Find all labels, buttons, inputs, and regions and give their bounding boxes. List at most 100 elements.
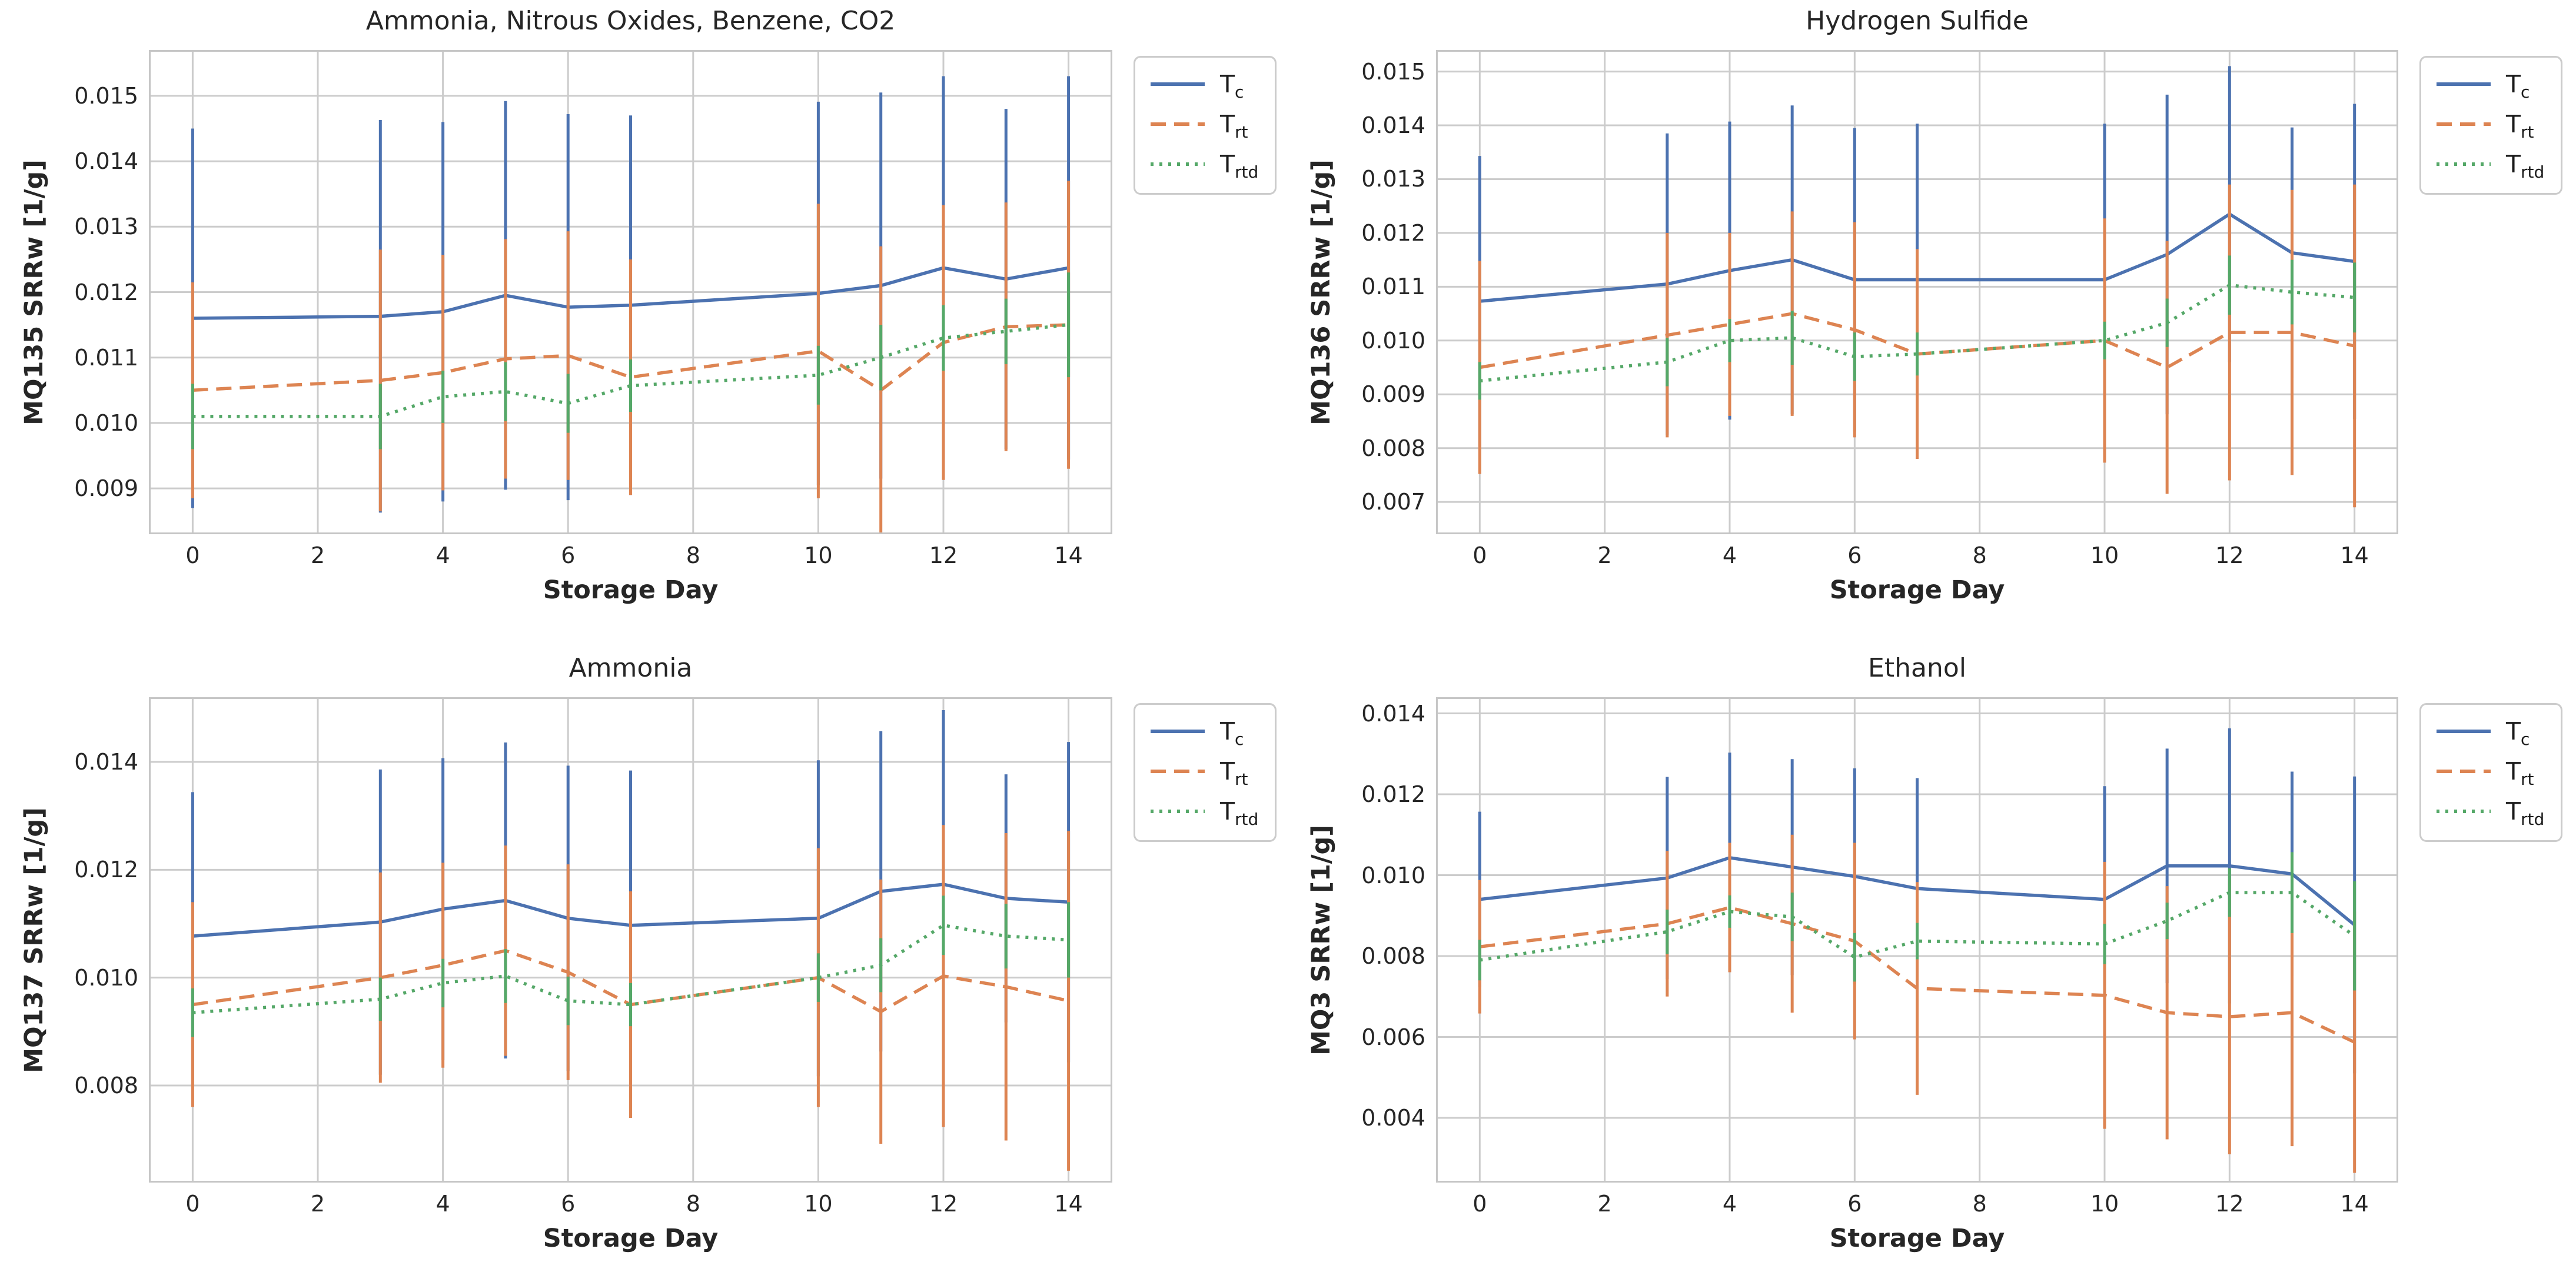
legend-item-T_rtd: Trtd <box>2435 798 2544 828</box>
x-tick-label: 10 <box>804 1191 833 1217</box>
y-tick-label: 0.015 <box>74 82 138 109</box>
x-axis-label: Storage Day <box>1829 1224 2005 1253</box>
legend: Tc Trt Trtd <box>1134 56 1277 195</box>
x-tick-label: 10 <box>2090 542 2119 568</box>
legend-label: Tc <box>1220 717 1244 750</box>
x-tick-label: 12 <box>2215 1191 2244 1217</box>
legend-label: Trt <box>1220 757 1248 790</box>
legend-item-T_c: Tc <box>2435 70 2544 102</box>
y-tick-label: 0.014 <box>1361 700 1425 727</box>
series-line-T_rt <box>1479 905 2355 1044</box>
x-tick-label: 0 <box>185 542 200 568</box>
y-tick-label: 0.014 <box>1361 112 1425 139</box>
plot-title: Ammonia <box>569 653 693 683</box>
y-tick-label: 0.009 <box>1361 381 1425 408</box>
legend-line-sample-dotted <box>1151 810 1205 813</box>
legend-label: Trt <box>1220 110 1248 142</box>
legend-line-sample-dashed <box>2437 770 2491 773</box>
y-tick-label: 0.012 <box>1361 781 1425 807</box>
x-tick-label: 8 <box>1972 542 1987 568</box>
x-axis-label: Storage Day <box>543 575 719 605</box>
x-tick-label: 4 <box>1722 1191 1737 1217</box>
y-tick-label: 0.012 <box>74 857 138 883</box>
x-tick-label: 0 <box>185 1191 200 1217</box>
axes-spines <box>149 50 1112 534</box>
x-tick-label: 8 <box>686 542 700 568</box>
subplot-mq136: Hydrogen Sulfide MQ136 SRRw [1/g] Storag… <box>1307 6 2563 605</box>
legend-line-sample-solid <box>2437 730 2491 733</box>
legend-label: Trtd <box>2506 150 2545 182</box>
y-tick-label: 0.014 <box>74 749 138 775</box>
y-tick-label: 0.006 <box>1361 1024 1425 1050</box>
y-tick-label: 0.008 <box>74 1073 138 1098</box>
y-tick-label: 0.007 <box>1361 489 1425 515</box>
x-tick-label: 6 <box>1847 542 1862 568</box>
axes-spines <box>1436 697 2398 1183</box>
y-tick-label: 0.013 <box>1361 166 1425 192</box>
y-tick-label: 0.011 <box>74 344 138 371</box>
y-tick-label: 0.008 <box>1361 435 1425 461</box>
plot-title: Hydrogen Sulfide <box>1806 6 2029 36</box>
subplot-mq3: Ethanol MQ3 SRRw [1/g] Storage Day Tc Trt… <box>1307 654 2563 1253</box>
legend-line-sample-solid <box>1151 82 1205 86</box>
legend-item-T_rt: Trt <box>1149 757 1258 790</box>
series-line-T_rtd <box>1480 283 2355 383</box>
y-tick-label: 0.010 <box>74 964 138 991</box>
y-tick-label: 0.013 <box>74 214 138 240</box>
x-tick-label: 6 <box>561 1191 576 1217</box>
plot-title: Ethanol <box>1868 653 1966 683</box>
legend-line-sample-solid <box>2437 82 2491 86</box>
x-tick-label: 6 <box>1847 1191 1862 1217</box>
axes-spines <box>1436 50 2398 534</box>
x-tick-label: 2 <box>1597 542 1612 568</box>
plot-area <box>149 50 1112 534</box>
legend-item-T_rtd: Trtd <box>2435 150 2545 182</box>
x-tick-label: 0 <box>1473 1191 1487 1217</box>
legend-label: Tc <box>1220 70 1244 102</box>
legend-line-sample-dashed <box>1151 122 1205 126</box>
x-tick-label: 8 <box>1972 1191 1987 1217</box>
legend-item-T_c: Tc <box>2435 717 2544 750</box>
legend-item-T_c: Tc <box>1149 70 1258 102</box>
legend-line-sample-dotted <box>2437 162 2491 166</box>
x-tick-label: 14 <box>2340 542 2369 568</box>
axes-spines <box>149 697 1112 1183</box>
y-tick-label: 0.010 <box>1361 327 1425 354</box>
x-tick-label: 2 <box>1597 1191 1612 1217</box>
legend-item-T_rtd: Trtd <box>1149 797 1259 830</box>
y-tick-label: 0.010 <box>1361 862 1425 888</box>
x-tick-label: 4 <box>436 1191 450 1217</box>
y-axis-label: MQ3 SRRw [1/g] <box>1307 824 1336 1055</box>
x-tick-label: 12 <box>2215 542 2244 568</box>
legend-item-T_rt: Trt <box>2435 110 2544 142</box>
x-tick-label: 4 <box>436 542 450 568</box>
y-tick-label: 0.008 <box>1361 943 1425 969</box>
series-line-T_rtd <box>192 923 1069 1014</box>
x-tick-label: 4 <box>1722 542 1737 568</box>
plot-area <box>1436 50 2398 534</box>
legend-label: Tc <box>2506 717 2530 750</box>
x-tick-label: 14 <box>1054 1191 1083 1217</box>
x-tick-label: 12 <box>929 542 958 568</box>
y-axis-label: MQ137 SRRw [1/g] <box>19 807 49 1073</box>
y-tick-label: 0.011 <box>1361 274 1425 300</box>
legend-label: Trt <box>2506 110 2534 142</box>
x-tick-label: 10 <box>804 542 833 568</box>
legend-item-T_c: Tc <box>1149 717 1258 750</box>
plot-area <box>149 697 1112 1183</box>
y-tick-label: 0.009 <box>74 475 138 502</box>
plot-area <box>1436 697 2398 1183</box>
legend-item-T_rtd: Trtd <box>1149 151 1258 181</box>
x-axis-label: Storage Day <box>543 1224 719 1253</box>
y-tick-label: 0.004 <box>1361 1105 1425 1131</box>
legend-label: Tc <box>2506 70 2530 102</box>
legend-item-T_rt: Trt <box>2435 758 2544 788</box>
subplot-mq137: Ammonia MQ137 SRRw [1/g] Storage Day Tc T… <box>19 654 1277 1253</box>
legend-label: Trtd <box>1220 797 1259 830</box>
y-tick-label: 0.010 <box>74 409 138 436</box>
legend-line-sample-dotted <box>1151 162 1205 166</box>
x-tick-label: 2 <box>310 1191 325 1217</box>
x-tick-label: 14 <box>2340 1191 2369 1217</box>
y-tick-label: 0.014 <box>74 148 138 175</box>
